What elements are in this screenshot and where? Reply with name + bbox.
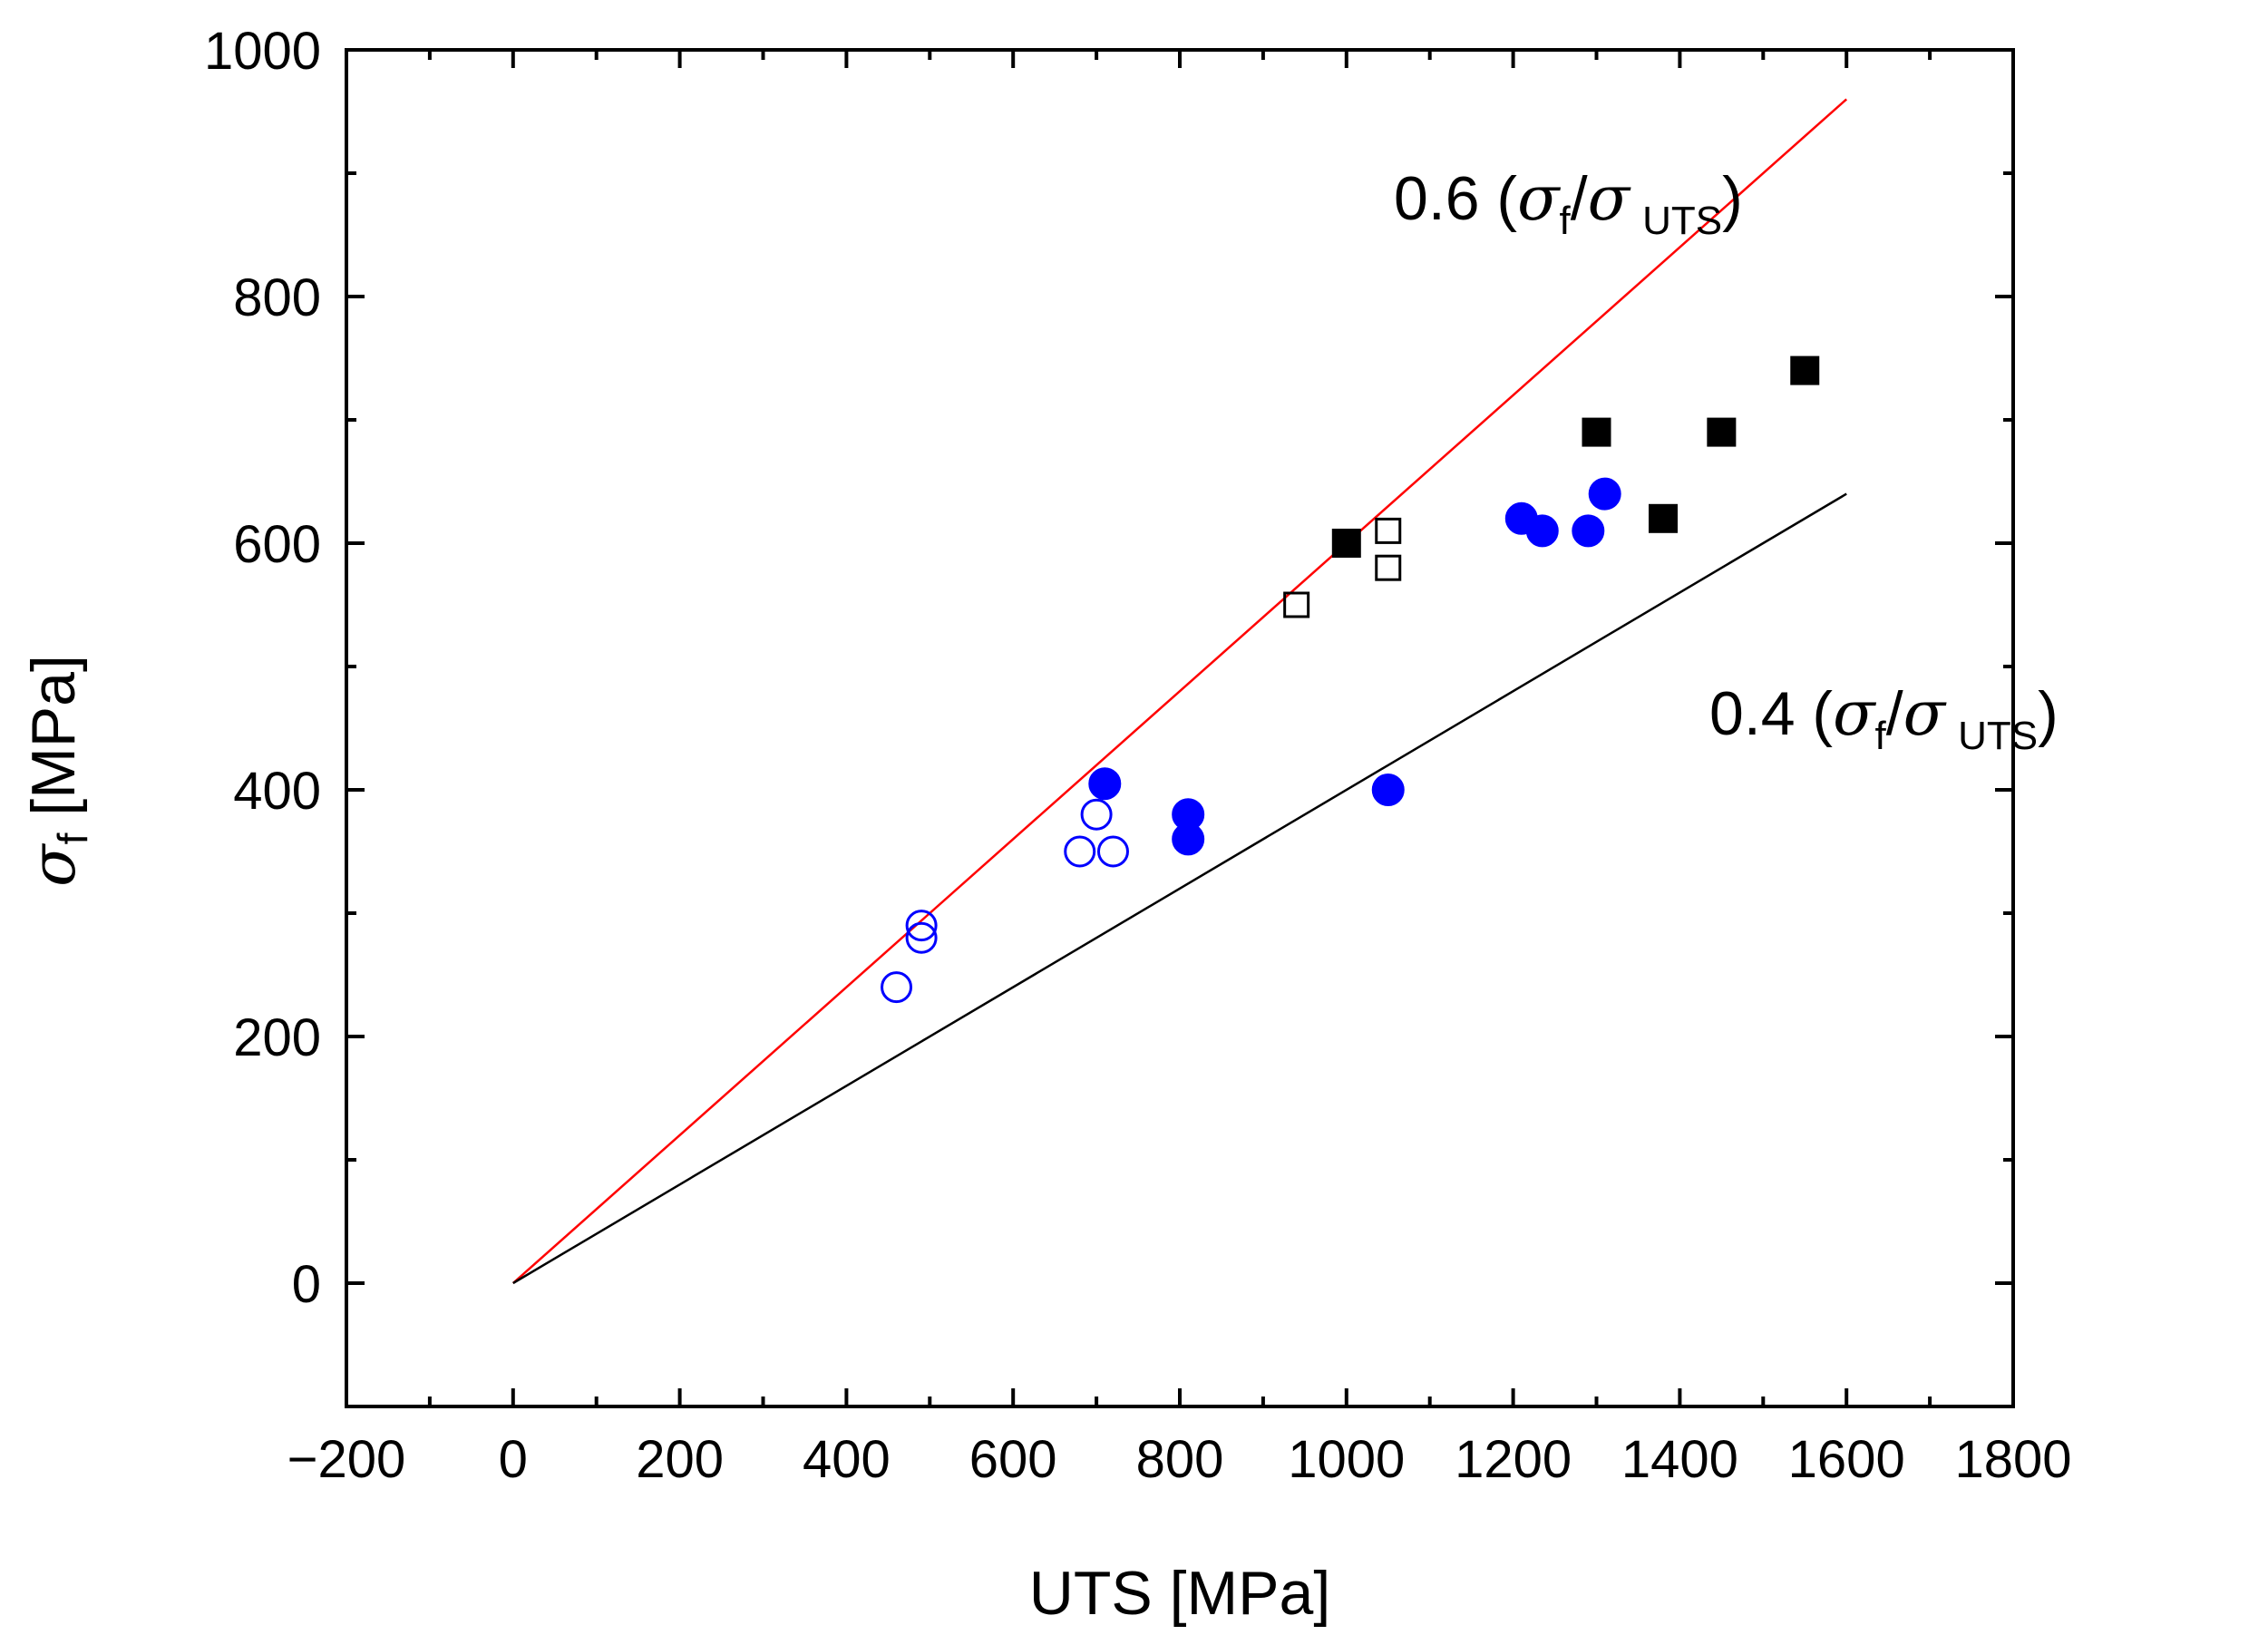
x-tick-label: 1400 <box>1621 1430 1738 1489</box>
open-square-marker <box>1375 517 1402 544</box>
reference-lines <box>511 98 1848 1285</box>
filled-circle-marker <box>1371 774 1405 806</box>
open-circle-marker <box>1080 798 1113 831</box>
filled-square-marker <box>1582 417 1611 447</box>
y-axis-title-subscript: f <box>49 832 96 844</box>
x-axis-title: UTS [MPa] <box>1029 1559 1331 1628</box>
y-tick-label: 800 <box>233 268 321 327</box>
y-axis-title: σf [MPa] <box>18 655 96 887</box>
reference-line-ratio-0.6 <box>511 98 1848 1284</box>
y-tick-label: 400 <box>233 762 321 821</box>
x-tick-labels: −200 0 200 400 600 800 1000 1200 1400 1600 1800 <box>287 1430 2072 1489</box>
x-tick-label: 0 <box>499 1430 528 1489</box>
annotation-0-4: 0.4 (σf/σ UTS) <box>1709 678 2059 758</box>
x-tick-label: 1800 <box>1954 1430 2071 1489</box>
y-tick-label: 600 <box>233 515 321 574</box>
x-tick-label: 800 <box>1136 1430 1224 1489</box>
open-square-marker <box>1283 591 1310 618</box>
filled-circle-marker <box>1572 514 1605 548</box>
annotation-0-6: 0.6 (σf/σ UTS) <box>1394 163 1743 243</box>
x-tick-label: 200 <box>636 1430 724 1489</box>
x-tick-label: 1200 <box>1455 1430 1572 1489</box>
x-tick-label: −200 <box>287 1430 406 1489</box>
open-circle-marker <box>1096 835 1129 868</box>
y-tick-label: 1000 <box>204 22 321 81</box>
filled-circle-marker <box>1172 822 1205 856</box>
data-markers <box>881 355 1820 1004</box>
y-tick-label: 0 <box>292 1255 321 1314</box>
x-tick-label: 1600 <box>1788 1430 1905 1489</box>
y-axis-title-symbol: σ <box>18 843 90 887</box>
filled-circle-marker <box>1088 767 1122 801</box>
filled-circle-marker <box>1525 514 1559 548</box>
x-tick-label: 1000 <box>1288 1430 1405 1489</box>
open-circle-marker <box>905 910 938 942</box>
y-tick-label: 200 <box>233 1008 321 1067</box>
filled-square-marker <box>1707 417 1737 447</box>
y-axis-title-unit: [MPa] <box>19 655 88 833</box>
open-circle-marker <box>905 921 938 954</box>
filled-square-marker <box>1331 529 1361 558</box>
filled-square-marker <box>1790 355 1820 385</box>
reference-line-ratio-0.4 <box>512 492 1847 1285</box>
open-square-marker <box>1375 554 1402 581</box>
open-circle-marker <box>881 971 913 1004</box>
filled-circle-marker <box>1588 477 1621 511</box>
open-circle-marker <box>1064 835 1096 868</box>
filled-square-marker <box>1649 503 1679 533</box>
y-tick-labels: 0 200 400 600 800 1000 <box>204 22 321 1314</box>
axis-ticks <box>345 48 2015 1408</box>
x-tick-label: 400 <box>803 1430 891 1489</box>
x-tick-label: 600 <box>969 1430 1057 1489</box>
